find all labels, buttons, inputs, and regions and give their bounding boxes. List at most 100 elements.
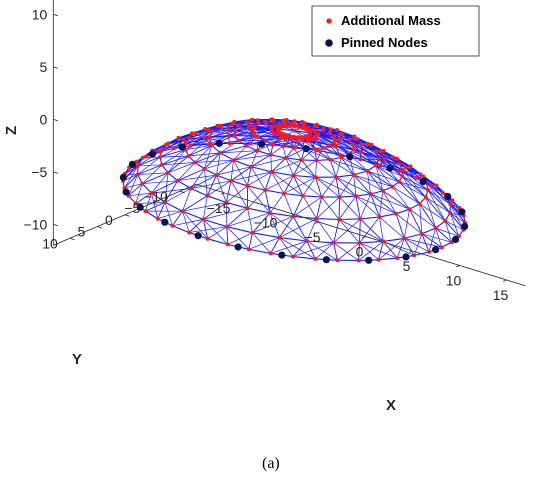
lattice-member	[212, 129, 235, 132]
lattice-member	[402, 169, 429, 191]
lattice-member	[250, 166, 272, 173]
additional-mass-point	[302, 124, 307, 129]
lattice-member	[293, 174, 316, 178]
lattice-member	[353, 174, 357, 197]
lattice-member	[251, 157, 286, 168]
additional-mass-point	[440, 190, 445, 195]
lattice-member	[321, 176, 337, 198]
lattice-member	[329, 145, 350, 155]
lattice-member	[190, 180, 232, 189]
lattice-member	[301, 159, 316, 178]
lattice-member	[428, 227, 437, 252]
lattice-member	[403, 238, 415, 256]
additional-mass-point	[365, 169, 370, 173]
additional-mass-point	[397, 179, 401, 184]
legend-marker-additional-mass	[326, 18, 332, 24]
pinned-node-point	[302, 145, 310, 153]
lattice-member	[419, 203, 446, 222]
additional-mass-point	[338, 132, 343, 136]
lattice-member	[269, 193, 285, 214]
pinned-node-point	[444, 192, 452, 201]
additional-mass-point	[175, 178, 180, 183]
lattice-member	[135, 192, 152, 204]
additional-mass-point	[376, 156, 381, 161]
lattice-member	[339, 218, 361, 221]
lattice-member	[227, 127, 255, 137]
additional-mass-point	[423, 195, 428, 200]
additional-mass-point	[339, 155, 344, 160]
lattice-member	[177, 168, 205, 182]
lattice-member	[421, 233, 442, 248]
additional-mass-point	[269, 169, 274, 174]
additional-mass-point	[434, 183, 439, 188]
z-tick-label: −5	[31, 164, 47, 180]
y-tick-label: 10	[42, 235, 58, 251]
lattice-member	[137, 164, 163, 175]
lattice-member	[396, 158, 406, 168]
additional-mass-point	[250, 127, 255, 132]
additional-mass-point	[140, 155, 145, 160]
additional-mass-point	[299, 157, 304, 162]
additional-mass-point	[255, 148, 260, 153]
additional-mass-point	[291, 173, 296, 178]
additional-mass-point	[236, 123, 241, 128]
lattice-member	[333, 219, 340, 243]
lattice-member	[338, 195, 357, 220]
lattice-member	[145, 192, 152, 212]
additional-mass-point	[210, 129, 215, 134]
lattice-member	[279, 216, 294, 238]
lattice-member	[293, 175, 304, 196]
additional-mass-point	[283, 122, 288, 126]
additional-mass-point	[289, 122, 294, 127]
additional-mass-point	[232, 128, 237, 133]
lattice-member	[226, 226, 229, 245]
y-tick-mark	[124, 214, 130, 217]
lattice-member	[330, 159, 368, 172]
pinned-node-point	[148, 150, 156, 158]
lattice-member	[425, 196, 446, 222]
y-tick-mark	[152, 202, 158, 205]
x-tick-label: 0	[356, 243, 364, 259]
lattice-member	[219, 152, 234, 161]
lattice-member	[271, 157, 287, 173]
lattice-member	[208, 125, 239, 139]
additional-mass-point	[268, 210, 272, 215]
lattice-member	[124, 165, 139, 175]
lattice-member	[283, 192, 303, 197]
lattice-member	[315, 177, 340, 198]
lattice-member	[285, 157, 294, 176]
lattice-member	[321, 196, 340, 220]
additional-mass-point	[263, 188, 268, 193]
additional-mass-point	[319, 195, 324, 199]
additional-mass-point	[306, 126, 310, 130]
lattice-member	[405, 167, 416, 179]
additional-mass-point	[157, 149, 161, 154]
lattice-member	[414, 251, 430, 256]
lattice-member	[333, 242, 359, 261]
lattice-member	[330, 159, 354, 176]
lattice-member	[404, 233, 423, 239]
lattice-member	[247, 185, 271, 214]
lattice-member	[271, 171, 304, 197]
additional-mass-point	[303, 134, 308, 139]
additional-mass-point	[390, 184, 395, 189]
lattice-member	[396, 238, 405, 259]
additional-mass-point	[140, 181, 145, 186]
additional-mass-point	[229, 178, 233, 183]
lattice-member	[137, 172, 168, 175]
lattice-member	[250, 150, 258, 167]
additional-mass-point	[347, 137, 352, 142]
additional-mass-point	[291, 134, 296, 139]
lattice-member	[279, 218, 317, 238]
lattice-member	[383, 237, 405, 242]
lattice-member	[427, 189, 451, 205]
additional-mass-point	[248, 141, 253, 146]
lattice-member	[349, 139, 380, 160]
additional-mass-point	[448, 210, 453, 215]
lattice-member	[142, 164, 163, 184]
additional-mass-point	[332, 134, 336, 139]
lattice-member	[378, 238, 405, 261]
lattice-member	[172, 225, 190, 234]
additional-mass-point	[249, 164, 254, 169]
additional-mass-point	[207, 135, 212, 140]
